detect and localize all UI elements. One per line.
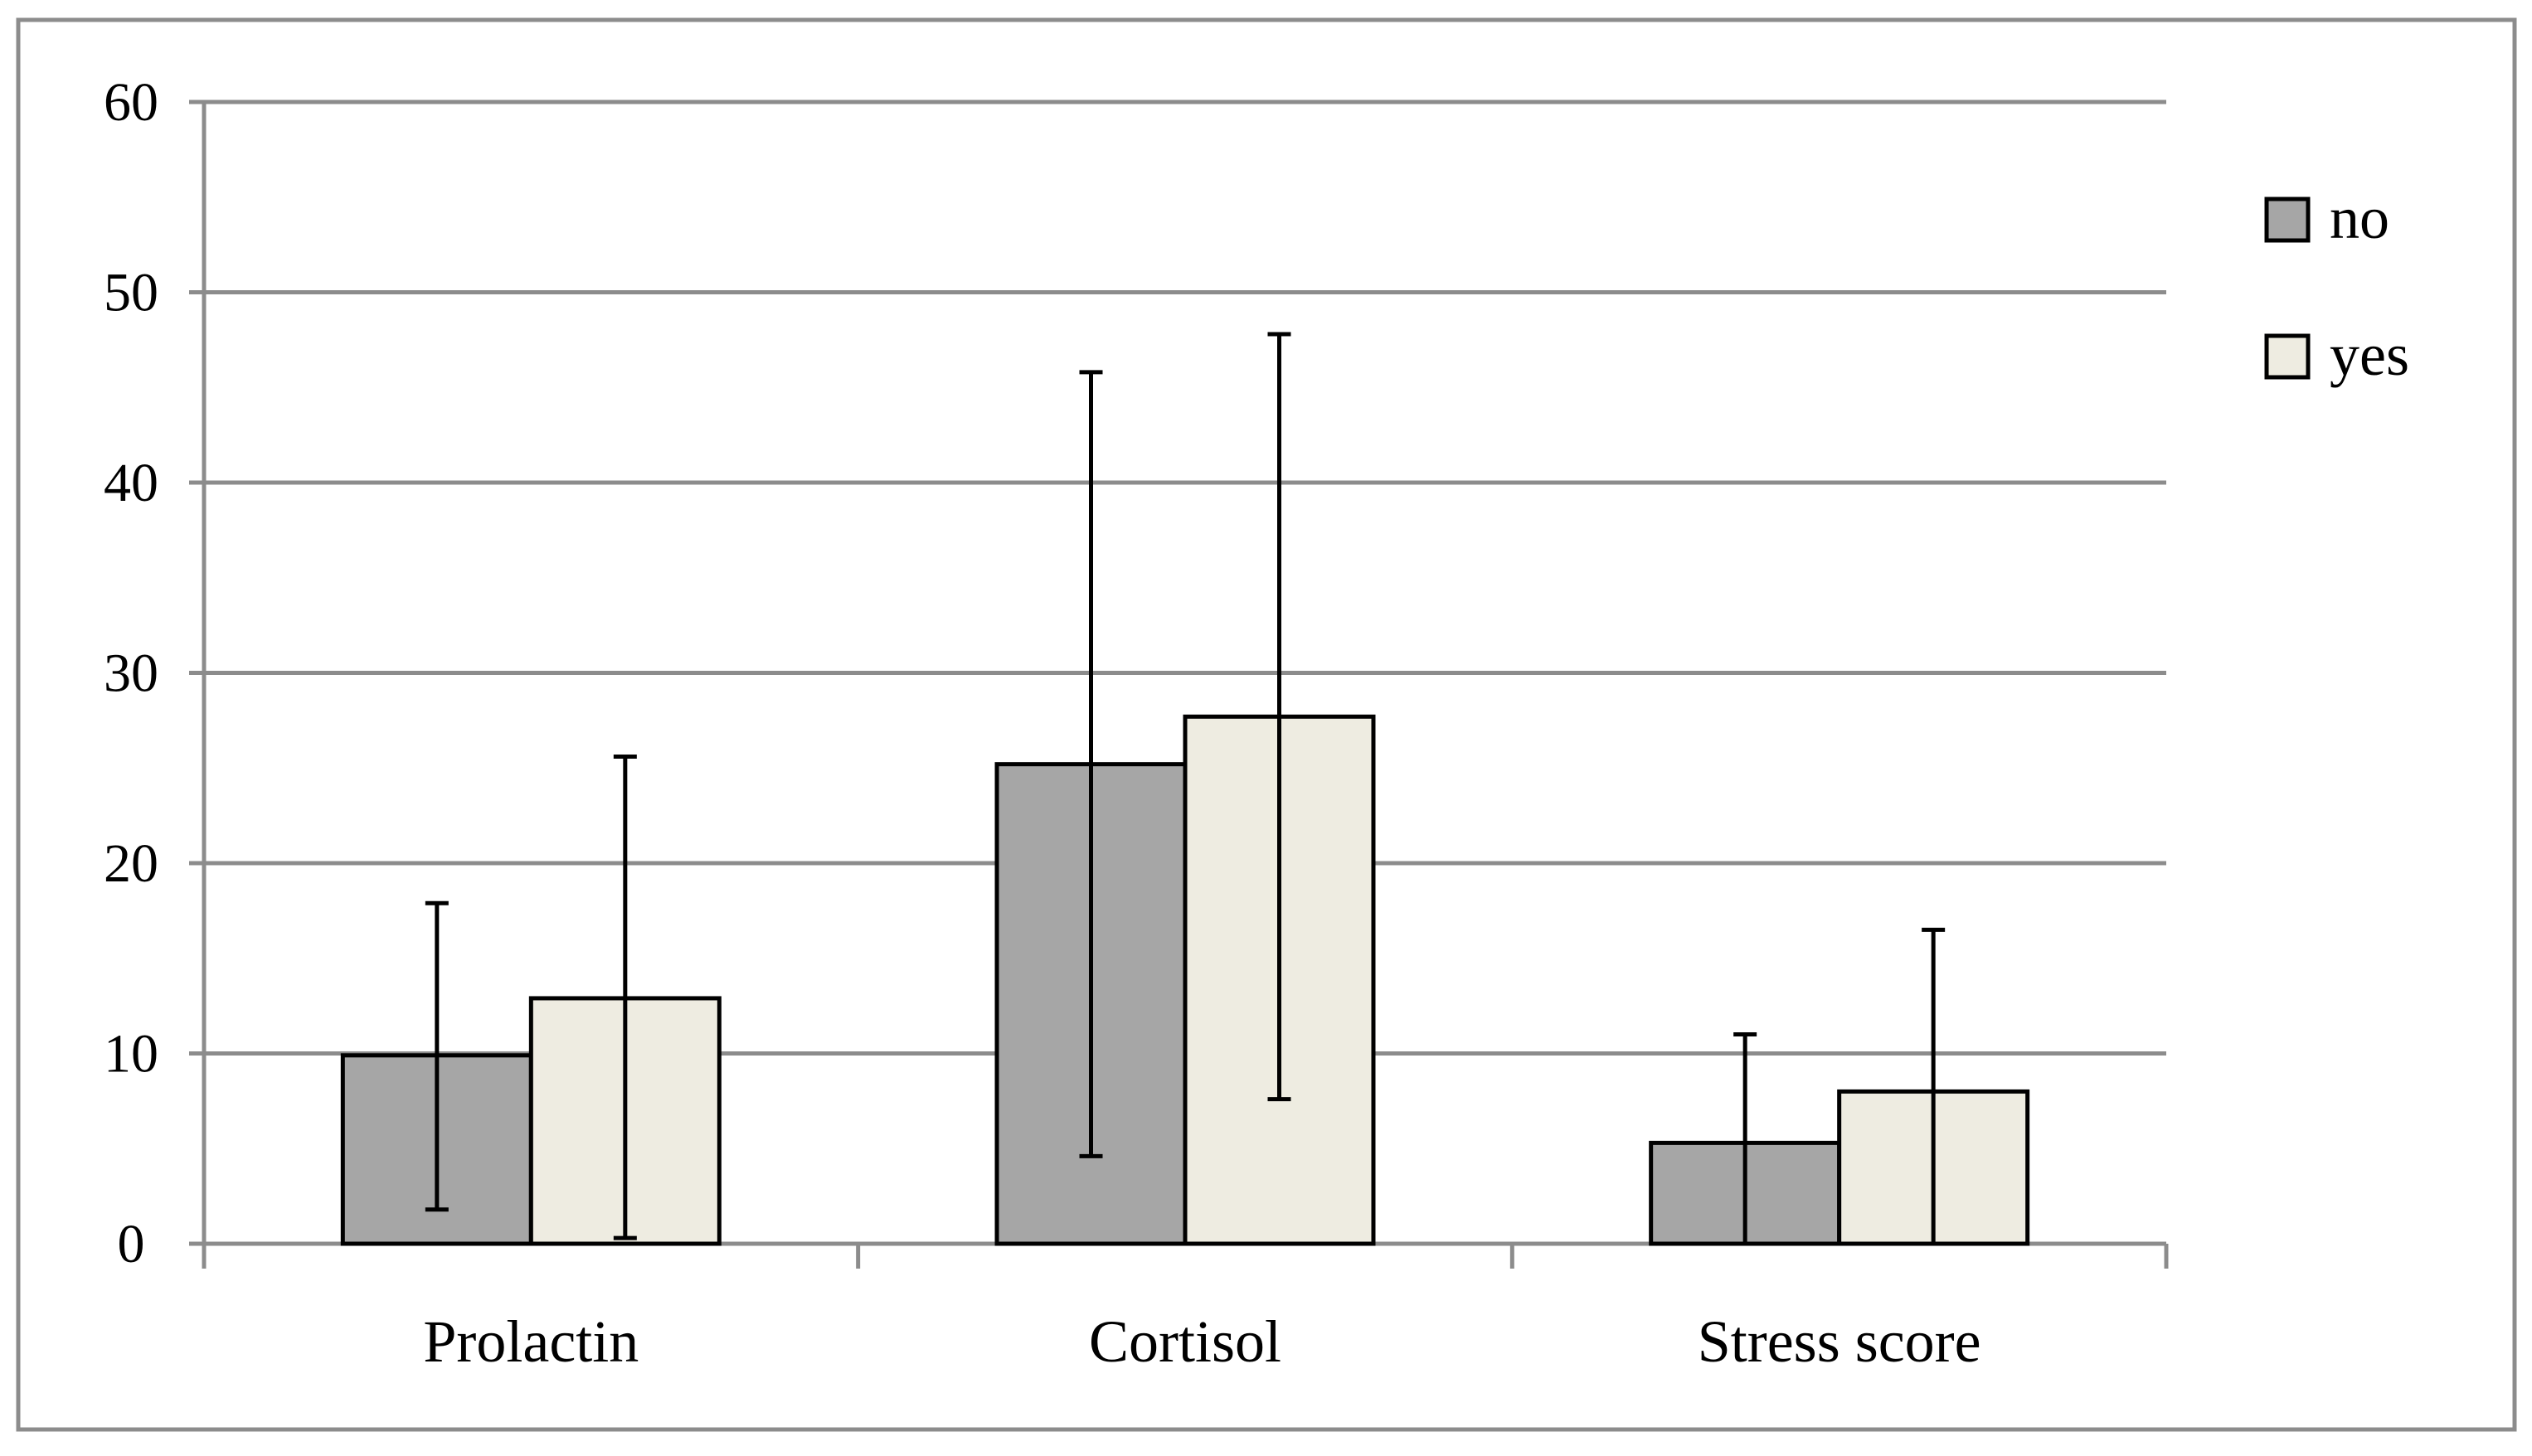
x-category-label: Cortisol <box>1089 1308 1281 1375</box>
legend-label-no: no <box>2330 185 2389 251</box>
y-tick-label: 40 <box>104 453 158 513</box>
axis-labels: 0 10 20 30 40 50 60 Prolactin Cortisol Stress sco… <box>104 72 1981 1375</box>
legend-swatch-yes <box>2264 333 2311 380</box>
error-bars <box>425 332 1946 1244</box>
legend-swatch-no <box>2264 197 2311 243</box>
x-category-label: Prolactin <box>423 1308 639 1375</box>
y-tick-label: 50 <box>104 263 158 323</box>
y-tick-label: 0 <box>118 1214 145 1274</box>
y-tick-label: 60 <box>104 72 158 133</box>
y-tick-label: 30 <box>104 643 158 704</box>
x-category-label: Stress score <box>1698 1308 1981 1375</box>
legend: no yes <box>2264 185 2409 388</box>
y-tick-label: 10 <box>104 1024 158 1085</box>
legend-label-yes: yes <box>2330 322 2409 388</box>
y-tick-label: 20 <box>104 833 158 894</box>
